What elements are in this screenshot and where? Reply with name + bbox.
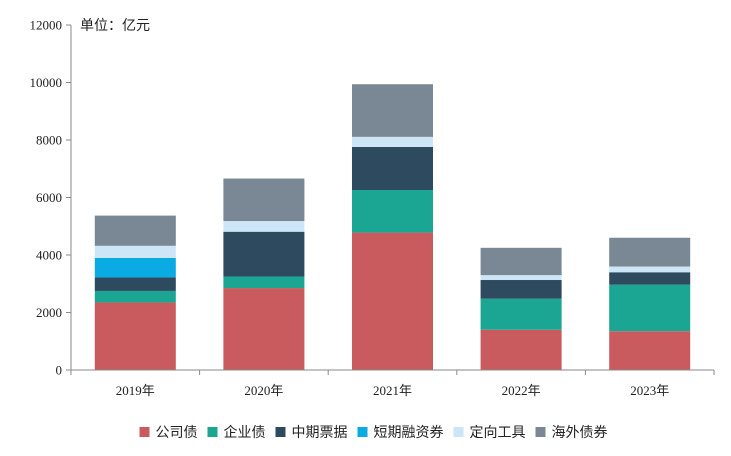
y-tick-label: 0	[56, 363, 63, 378]
bar-segment	[351, 146, 434, 191]
unit-label: 单位：亿元	[80, 18, 150, 34]
bar-segment	[480, 275, 562, 281]
bar-stack	[480, 247, 562, 370]
bar-segment	[223, 276, 305, 289]
bar-segment	[609, 284, 691, 332]
bar-segment	[94, 245, 176, 258]
bar-segment	[351, 232, 434, 370]
y-tick-label: 12000	[30, 18, 63, 33]
bar-stack	[351, 84, 434, 370]
x-tick-label: 2020年	[244, 383, 283, 398]
legend-label: 短期融资券	[374, 425, 444, 441]
bar-segment	[94, 290, 176, 303]
legend-swatch	[453, 427, 464, 437]
legend-item: 海外债券	[535, 425, 608, 441]
legend-swatch	[357, 427, 368, 437]
bar-stack	[609, 237, 691, 370]
y-tick-label: 10000	[30, 75, 63, 90]
legend-label: 公司债	[156, 425, 198, 441]
legend-item: 企业债	[207, 424, 266, 441]
bar-segment	[609, 331, 691, 370]
bar-segment	[94, 277, 176, 291]
bar-segment	[351, 136, 434, 147]
bar-segment	[223, 288, 305, 370]
bar-stack	[223, 178, 305, 370]
x-tick-label: 2019年	[116, 383, 155, 398]
bar-segment	[480, 298, 562, 330]
bar-segment	[94, 215, 176, 246]
bar-segment	[480, 329, 562, 370]
x-tick-label: 2021年	[373, 383, 412, 398]
bar-segment	[223, 231, 305, 277]
legend-item: 公司债	[139, 425, 198, 441]
legend-label: 中期票据	[292, 425, 348, 441]
bar-segment	[609, 266, 691, 273]
legend-swatch	[207, 427, 218, 437]
y-tick-label: 6000	[36, 190, 62, 205]
x-tick-label: 2023年	[630, 383, 669, 398]
y-tick-label: 2000	[36, 305, 62, 320]
legend-item: 定向工具	[453, 425, 526, 441]
legend-swatch	[275, 427, 286, 437]
y-axis: 0 2000 4000 6000 8000 10000 12000	[30, 18, 72, 378]
legend: 公司债 企业债 中期票据 短期融资券 定向工具 海外债券	[139, 424, 608, 441]
bar-segment	[94, 257, 176, 278]
y-tick-label: 8000	[36, 133, 62, 148]
legend-item: 短期融资券	[357, 425, 444, 441]
x-tick-label: 2022年	[502, 383, 541, 398]
bar-segment	[351, 84, 434, 137]
bar-segment	[609, 272, 691, 285]
bars	[94, 84, 691, 370]
y-tick-label: 4000	[36, 248, 62, 263]
bar-stack	[94, 215, 176, 370]
bar-segment	[223, 178, 305, 222]
bar-segment	[94, 302, 176, 370]
legend-label: 企业债	[224, 424, 266, 441]
x-axis: 2019年 2020年 2021年 2022年 2023年	[70, 369, 715, 398]
legend-label: 海外债券	[552, 425, 608, 441]
legend-item: 中期票据	[275, 425, 348, 441]
bar-segment	[480, 247, 562, 276]
legend-swatch	[139, 427, 150, 437]
legend-label: 定向工具	[470, 425, 526, 441]
bar-segment	[480, 280, 562, 299]
bar-segment	[351, 190, 434, 233]
bar-segment	[223, 221, 305, 232]
bar-segment	[609, 237, 691, 267]
legend-swatch	[535, 427, 546, 437]
